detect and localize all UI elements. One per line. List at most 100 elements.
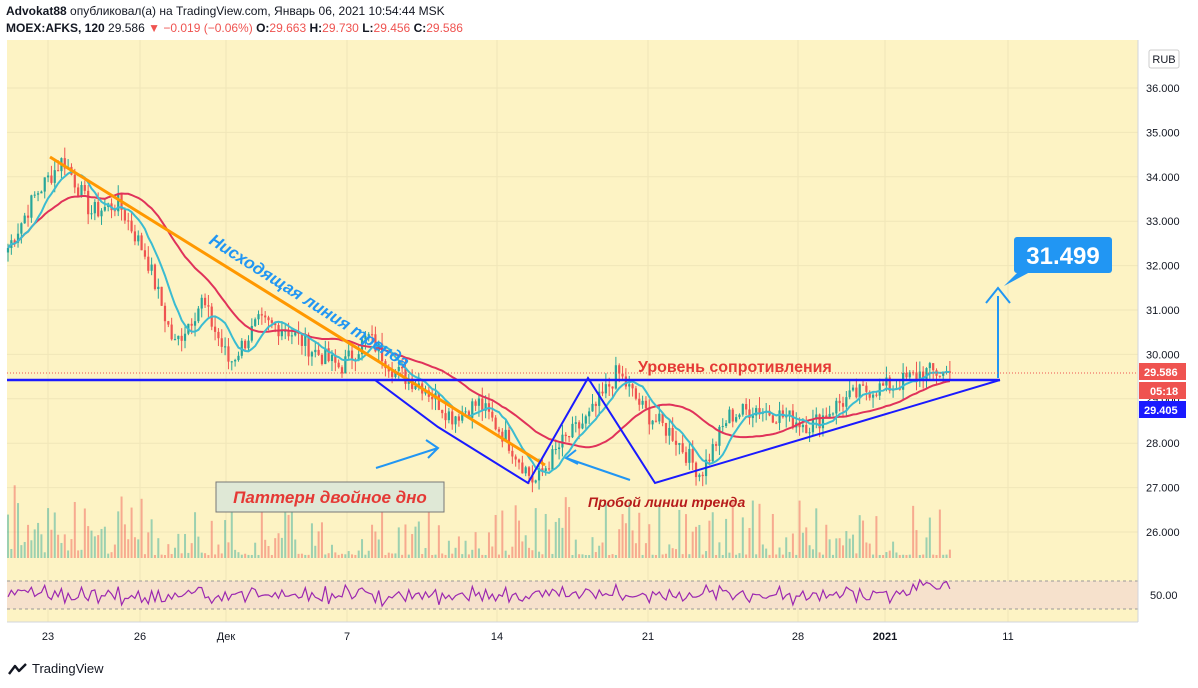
volume-bar	[424, 547, 427, 558]
candle-body	[691, 448, 694, 463]
volume-bar	[758, 503, 761, 558]
volume-bar	[367, 550, 370, 558]
volume-bar	[244, 553, 247, 558]
volume-bar	[30, 540, 33, 558]
volume-bar	[330, 544, 333, 558]
volume-bar	[147, 532, 150, 558]
price-tick-label: 30.000	[1146, 349, 1180, 361]
volume-bar	[671, 548, 674, 558]
volume-bar	[150, 519, 153, 558]
candle-body	[287, 330, 290, 337]
volume-bar	[471, 549, 474, 558]
volume-bar	[581, 554, 584, 558]
volume-bar	[528, 547, 531, 558]
volume-bar	[835, 538, 838, 558]
volume-bar	[50, 529, 53, 558]
candle-body	[224, 346, 227, 348]
candle-body	[634, 388, 638, 399]
candle-body	[808, 432, 811, 434]
candle-body	[304, 334, 307, 346]
brand-name[interactable]: TradingView	[32, 661, 104, 676]
volume-bar	[317, 531, 320, 558]
candle-body	[451, 411, 454, 425]
volume-bar	[404, 524, 407, 558]
candle-body	[474, 401, 477, 406]
volume-bar	[130, 507, 133, 558]
volume-bar	[725, 518, 728, 558]
volume-bar	[344, 554, 347, 558]
volume-bars	[7, 485, 951, 558]
chart-background	[7, 40, 1138, 622]
candle-body	[347, 350, 350, 357]
price-chart[interactable]: Нисходящая линия тренда Уровень сопротивл…	[0, 40, 1198, 655]
volume-bar	[103, 526, 106, 558]
candle-body	[524, 467, 527, 474]
volume-bar	[711, 512, 714, 558]
candle-body	[664, 422, 668, 436]
low-value: 29.456	[373, 21, 411, 35]
volume-bar	[194, 512, 197, 558]
volume-bar	[915, 530, 918, 558]
volume-bar	[77, 550, 80, 558]
candle-body	[858, 384, 861, 398]
candle-body	[855, 387, 858, 398]
candle-body	[87, 190, 90, 215]
candle-body	[461, 411, 464, 421]
volume-bar	[755, 554, 758, 558]
symbol-label[interactable]: MOEX:AFKS, 120	[6, 21, 105, 35]
volume-bar	[935, 554, 938, 558]
volume-bar	[187, 552, 190, 558]
volume-bar	[73, 501, 76, 558]
volume-bar	[882, 554, 885, 558]
candle-body	[581, 423, 584, 429]
volume-bar	[254, 542, 257, 558]
candle-body	[711, 444, 714, 462]
volume-bar	[93, 536, 96, 558]
candle-body	[441, 409, 444, 414]
volume-bar	[117, 511, 120, 558]
volume-bar	[554, 521, 557, 558]
volume-bar	[708, 520, 711, 558]
double-bottom-box	[215, 481, 445, 513]
volume-bar	[184, 534, 187, 558]
candle-body	[725, 423, 728, 427]
candle-body	[150, 264, 153, 271]
candle-body	[6, 248, 10, 253]
candle-body	[608, 384, 611, 387]
candle-body	[758, 408, 761, 414]
last-price: 29.586	[108, 21, 145, 35]
volume-bar	[501, 510, 504, 558]
candle-body	[731, 409, 734, 422]
candle-body	[584, 416, 587, 424]
candle-body	[50, 175, 53, 183]
volume-bar	[805, 527, 808, 558]
candle-body	[197, 308, 200, 322]
candle-body	[594, 403, 597, 406]
volume-bar	[27, 524, 30, 558]
candle-body	[507, 429, 511, 451]
footer: TradingView	[8, 661, 104, 676]
volume-bar	[434, 554, 437, 558]
price-axis[interactable]: RUB 36.000 35.000 34.000 33.000 32.000 31.000 3…	[1137, 40, 1186, 622]
candle-body	[932, 363, 935, 371]
rsi-band	[7, 581, 1138, 609]
volume-bar	[487, 532, 490, 558]
volume-bar	[327, 553, 330, 558]
volume-bar	[107, 553, 110, 558]
candle-body	[771, 415, 774, 423]
candle-body	[57, 170, 60, 172]
volume-bar	[571, 555, 574, 558]
volume-bar	[7, 514, 9, 558]
candle-body	[90, 213, 93, 215]
candle-body	[755, 408, 758, 416]
time-axis[interactable]: 23 26 Дек 7 14 21 28 2021 11	[7, 621, 1138, 643]
volume-bar	[461, 554, 464, 558]
volume-bar	[120, 496, 123, 558]
candle-body	[250, 325, 253, 341]
volume-bar	[808, 545, 811, 558]
volume-bar	[494, 514, 497, 558]
volume-bar	[801, 532, 804, 558]
volume-bar	[87, 526, 90, 558]
volume-bar	[688, 554, 691, 558]
volume-bar	[578, 554, 581, 558]
